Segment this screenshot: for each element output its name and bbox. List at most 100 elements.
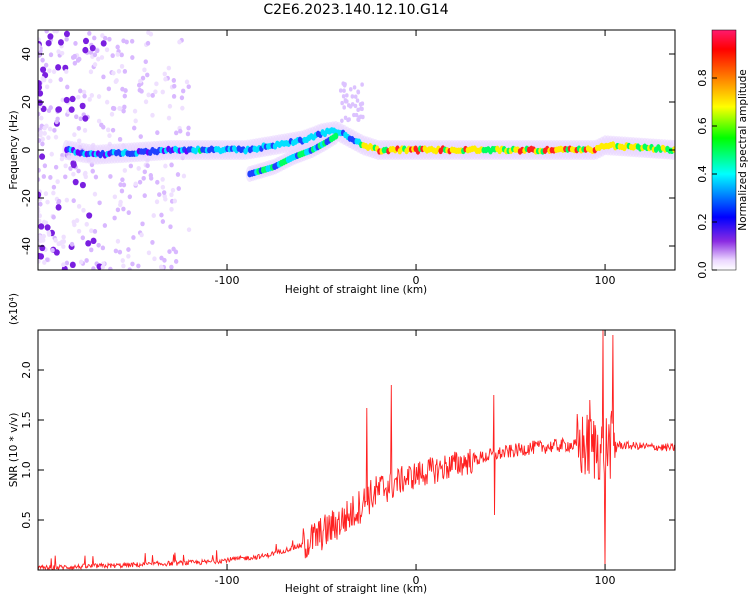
- spectrogram-noise-cell: [138, 134, 143, 139]
- spectrogram-noise-cell: [352, 112, 356, 118]
- spectrogram-noise-cell: [72, 178, 79, 186]
- spectrogram-noise-cell: [124, 39, 129, 45]
- spectrogram-noise-cell: [38, 99, 43, 106]
- spectrogram-noise-cell: [150, 112, 155, 118]
- spectrogram-noise-cell: [162, 193, 167, 199]
- spectrogram-noise-cell: [359, 106, 363, 111]
- spectrogram-noise-cell: [143, 99, 149, 105]
- spectrogram-noise-cell: [100, 264, 106, 270]
- spectrogram-noise-cell: [122, 93, 127, 99]
- spectrogram-noise-cell: [87, 30, 92, 36]
- spectrogram-noise-cell: [48, 78, 53, 84]
- spectrogram-noise-cell: [69, 95, 76, 103]
- spectrogram-noise-cell: [157, 192, 162, 198]
- spectrogram-noise-cell: [111, 70, 116, 76]
- spectrogram-noise-cell: [39, 153, 46, 160]
- spectrogram-noise-cell: [104, 47, 110, 53]
- spectrogram-noise-cell: [146, 250, 152, 256]
- spectrogram-noise-cell: [110, 53, 115, 59]
- spectrogram-noise-cell: [102, 223, 108, 228]
- spectrogram-noise-cell: [68, 106, 75, 113]
- spectrogram-noise-cell: [115, 52, 120, 57]
- spectrogram-noise-cell: [76, 203, 82, 209]
- colorbar-label: Normalized spectral amplitude: [737, 69, 749, 230]
- spectrogram-noise-cell: [121, 263, 126, 269]
- spectrogram-noise-cell: [159, 265, 165, 270]
- spectrogram-noise-cell: [38, 223, 45, 230]
- spectrogram-noise-cell: [89, 93, 95, 98]
- spectrogram-noise-cell: [174, 130, 179, 136]
- spectrogram-noise-cell: [171, 93, 177, 99]
- spectrogram-noise-cell: [56, 106, 63, 113]
- spectrogram-noise-cell: [172, 198, 178, 204]
- spectrogram-noise-cell: [160, 89, 165, 95]
- spectrogram-noise-cell: [85, 240, 92, 247]
- spectrogram-noise-cell: [78, 259, 84, 265]
- spectrogram-noise-cell: [119, 63, 125, 69]
- spectrogram-noise-cell: [100, 33, 105, 38]
- spectrogram-noise-cell: [160, 177, 165, 182]
- colorbar-tick-label: 0.8: [696, 69, 709, 87]
- spectrogram-noise-cell: [51, 184, 57, 190]
- spectrogram-noise-cell: [348, 87, 353, 92]
- snr-y-tick-label: 2.0: [20, 361, 33, 379]
- spectrogram-noise-cell: [155, 130, 160, 136]
- spectrogram-signal-cell: [333, 132, 339, 140]
- spectrogram-noise-cell: [40, 136, 45, 142]
- spectrogram-noise-cell: [357, 115, 362, 120]
- spectrogram-noise-cell: [166, 65, 172, 71]
- snr-panel: -100 0 100 0.5 1.0 1.5 2.0 Height of straight …: [8, 293, 676, 595]
- spectrogram-noise-cell: [79, 181, 86, 189]
- spectrogram-noise-cell: [46, 230, 52, 236]
- spectrogram-noise-cell: [126, 210, 131, 216]
- colorbar-tick-label: 0.4: [696, 165, 709, 183]
- spectrogram-noise-cell: [42, 125, 47, 131]
- spectrogram-noise-cell: [178, 128, 183, 134]
- spectrogram-noise-cell: [38, 252, 43, 260]
- spectrogram-noise-cell: [91, 266, 96, 270]
- spectrogram-noise-cell: [88, 50, 94, 55]
- snr-ticks: -100 0 100 0.5 1.0 1.5 2.0: [20, 330, 675, 587]
- spectrogram-noise-cell: [126, 247, 131, 252]
- spectrogram-noise-cell: [49, 151, 54, 157]
- spectrogram-noise-cell: [160, 219, 166, 224]
- spectrogram-noise-cell: [127, 194, 133, 200]
- spectrogram-noise-cell: [69, 241, 75, 247]
- spectrogram-noise-cell: [112, 194, 118, 200]
- spectrogram-noise-cell: [162, 257, 167, 263]
- spectrogram-noise-cell: [82, 171, 88, 177]
- spectrogram-noise-cell: [81, 89, 87, 95]
- spectrogram-noise-cell: [69, 261, 76, 269]
- spectrogram-noise-cell: [51, 190, 56, 196]
- snr-y-tick-label: 0.5: [20, 511, 33, 529]
- spectrogram-noise-cell: [160, 184, 166, 190]
- spectrogram-noise-cell: [352, 85, 357, 90]
- spectrogram-noise-cell: [53, 237, 58, 243]
- spectrogram-noise-cell: [146, 92, 151, 98]
- spectrogram-noise-cell: [38, 201, 43, 207]
- spectrogram-noise-cell: [100, 245, 106, 251]
- spectrogram-noise-cell: [338, 88, 343, 93]
- spectrogram-noise-cell: [139, 232, 144, 238]
- spectrogram-panel: -100 0 100 -40 -20 0 20 40 Height of straight l…: [8, 29, 676, 296]
- spectrogram-noise-cell: [71, 219, 76, 225]
- spectrogram-noise-cell: [173, 249, 179, 255]
- spectrogram-noise-cell: [38, 234, 42, 240]
- spectrogram-noise-cell: [350, 94, 355, 99]
- spectrogram-noise-cell: [53, 249, 60, 256]
- spectrogram-noise-cell: [94, 48, 100, 54]
- spectrogram-noise-cell: [137, 82, 142, 88]
- spectrogram-noise-cell: [139, 88, 144, 94]
- spectrogram-noise-cell: [45, 39, 52, 47]
- spectrogram-noise-cell: [84, 221, 89, 227]
- spectrogram-noise-cell: [68, 166, 73, 171]
- spectrogram-noise-cell: [53, 164, 59, 170]
- spectrogram-noise-cell: [63, 96, 70, 104]
- spectrogram-noise-cell: [38, 209, 41, 214]
- spectrogram-noise-cell: [76, 94, 81, 100]
- spectrogram-noise-cell: [92, 35, 97, 41]
- spectrogram-noise-cell: [89, 44, 96, 52]
- spectrogram-noise-cell: [166, 115, 172, 121]
- spectrogram-noise-cell: [113, 79, 119, 85]
- spectrogram-noise-cell: [101, 124, 106, 130]
